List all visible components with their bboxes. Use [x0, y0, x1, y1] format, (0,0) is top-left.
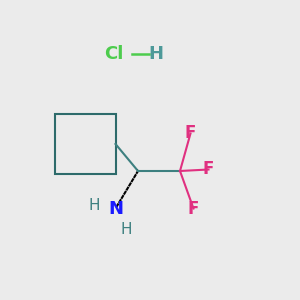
Text: F: F — [188, 200, 199, 217]
Text: H: H — [120, 222, 132, 237]
Text: Cl: Cl — [104, 45, 124, 63]
Text: F: F — [203, 160, 214, 178]
Text: F: F — [185, 124, 196, 142]
Text: H: H — [89, 198, 100, 213]
Text: N: N — [108, 200, 123, 217]
Text: H: H — [148, 45, 164, 63]
